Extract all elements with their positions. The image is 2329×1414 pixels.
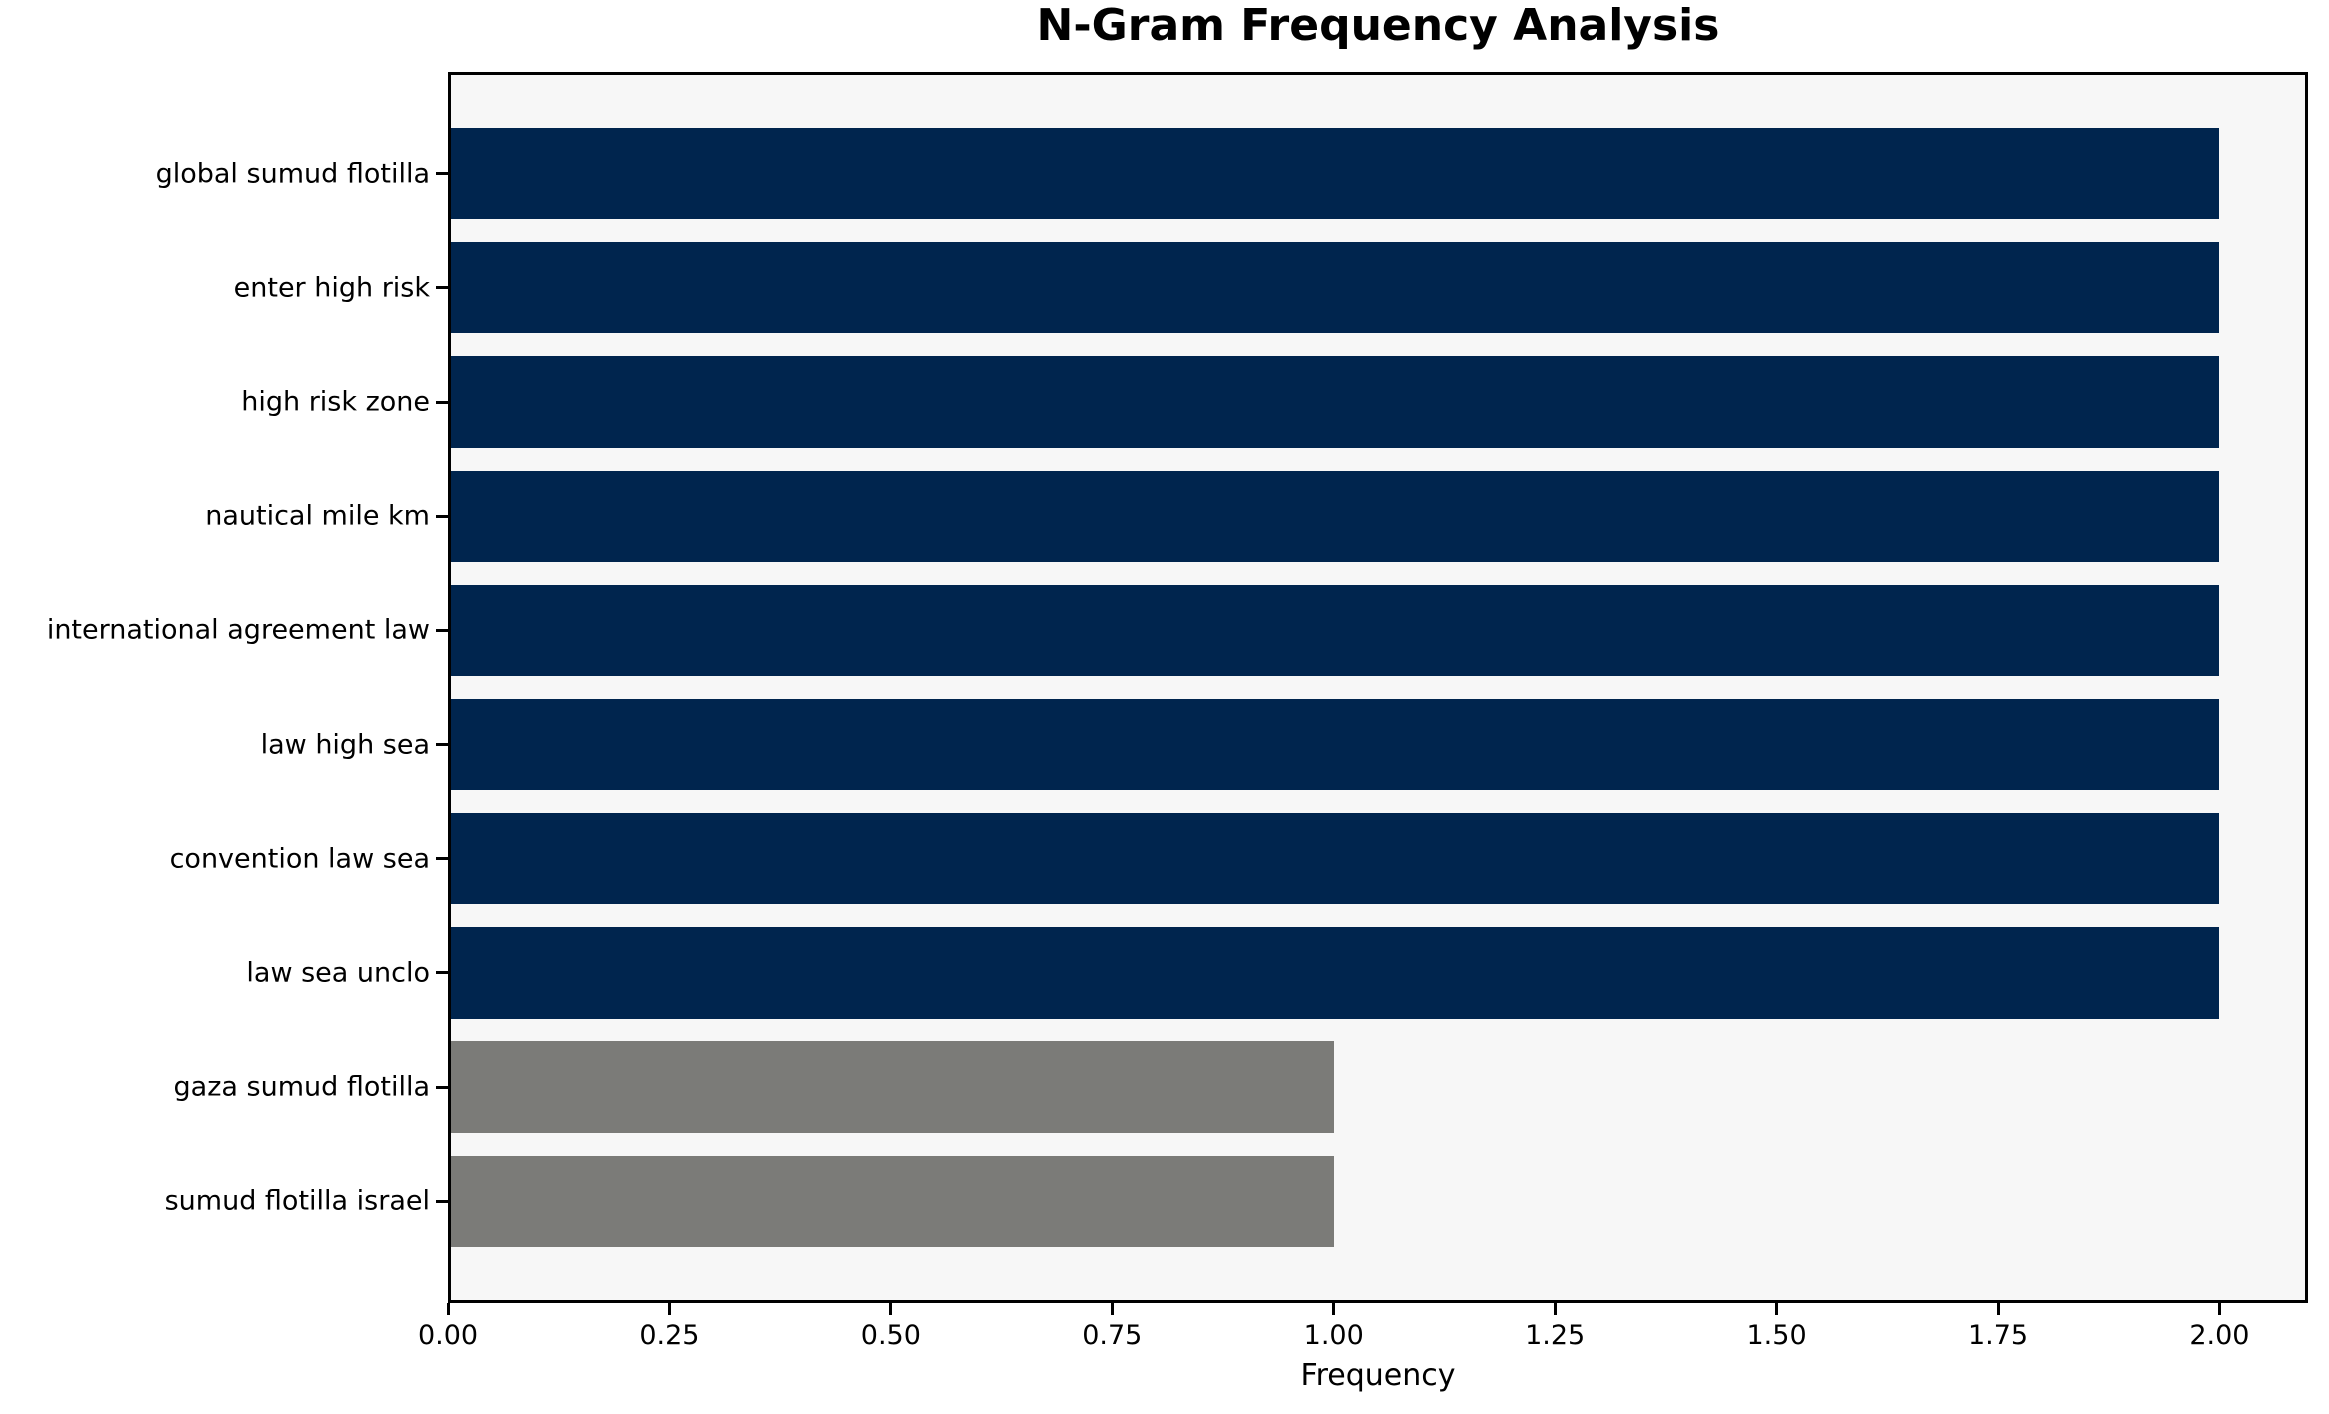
bar-international-agreement-law bbox=[451, 584, 2220, 677]
bar-enter-high-risk bbox=[451, 242, 2220, 334]
y-tick-mark bbox=[436, 400, 448, 404]
x-tick-label: 0.00 bbox=[417, 1320, 479, 1351]
bar-nautical-mile-km bbox=[451, 470, 2220, 562]
y-axis-label: global sumud flotilla bbox=[155, 158, 430, 190]
x-tick-mark bbox=[2217, 1303, 2221, 1315]
bar-law-high-sea bbox=[451, 698, 2220, 791]
x-tick-mark bbox=[1996, 1303, 2000, 1315]
y-tick-mark bbox=[436, 971, 448, 975]
y-axis-label: high risk zone bbox=[241, 386, 430, 418]
x-axis-title: Frequency bbox=[1300, 1358, 1456, 1393]
bar-gaza-sumud-flotilla bbox=[451, 1041, 1334, 1133]
y-axis-label: law high sea bbox=[260, 729, 430, 761]
y-tick-mark bbox=[436, 628, 448, 632]
x-tick-label: 1.75 bbox=[1967, 1320, 2029, 1351]
y-axis-label: international agreement law bbox=[46, 614, 430, 646]
y-axis-label: convention law sea bbox=[169, 843, 430, 875]
y-tick-mark bbox=[436, 514, 448, 518]
bar-sumud-flotilla-israel bbox=[451, 1155, 1334, 1248]
bar-convention-law-sea bbox=[451, 813, 2220, 905]
x-tick-mark bbox=[667, 1303, 671, 1315]
bar-high-risk-zone bbox=[451, 356, 2220, 448]
y-tick-mark bbox=[436, 857, 448, 861]
x-tick-label: 0.75 bbox=[1082, 1320, 1143, 1351]
x-tick-mark bbox=[1775, 1303, 1779, 1315]
y-tick-mark bbox=[436, 743, 448, 747]
y-tick-mark bbox=[436, 1199, 448, 1203]
y-axis-label: gaza sumud flotilla bbox=[173, 1071, 430, 1103]
x-tick-label: 1.25 bbox=[1525, 1320, 1586, 1351]
x-tick-mark bbox=[1110, 1303, 1114, 1315]
x-tick-mark bbox=[446, 1303, 450, 1315]
x-tick-label: 1.00 bbox=[1303, 1320, 1364, 1351]
y-tick-mark bbox=[436, 286, 448, 290]
bar-law-sea-unclo bbox=[451, 927, 2220, 1019]
bar-global-sumud-flotilla bbox=[451, 127, 2220, 220]
x-tick-label: 0.25 bbox=[639, 1320, 700, 1351]
x-tick-label: 1.50 bbox=[1746, 1320, 1807, 1351]
chart-title: N-Gram Frequency Analysis bbox=[1036, 0, 1720, 51]
y-tick-mark bbox=[436, 1085, 448, 1089]
x-tick-mark bbox=[889, 1303, 893, 1315]
y-axis-label: sumud flotilla israel bbox=[164, 1185, 430, 1217]
x-tick-label: 2.00 bbox=[2189, 1320, 2250, 1351]
x-tick-label: 0.50 bbox=[860, 1320, 921, 1351]
x-tick-mark bbox=[1332, 1303, 1336, 1315]
x-tick-mark bbox=[1553, 1303, 1557, 1315]
y-axis-label: enter high risk bbox=[233, 272, 430, 304]
y-tick-mark bbox=[436, 172, 448, 176]
y-axis-label: law sea unclo bbox=[246, 957, 430, 989]
y-axis-label: nautical mile km bbox=[205, 500, 430, 532]
